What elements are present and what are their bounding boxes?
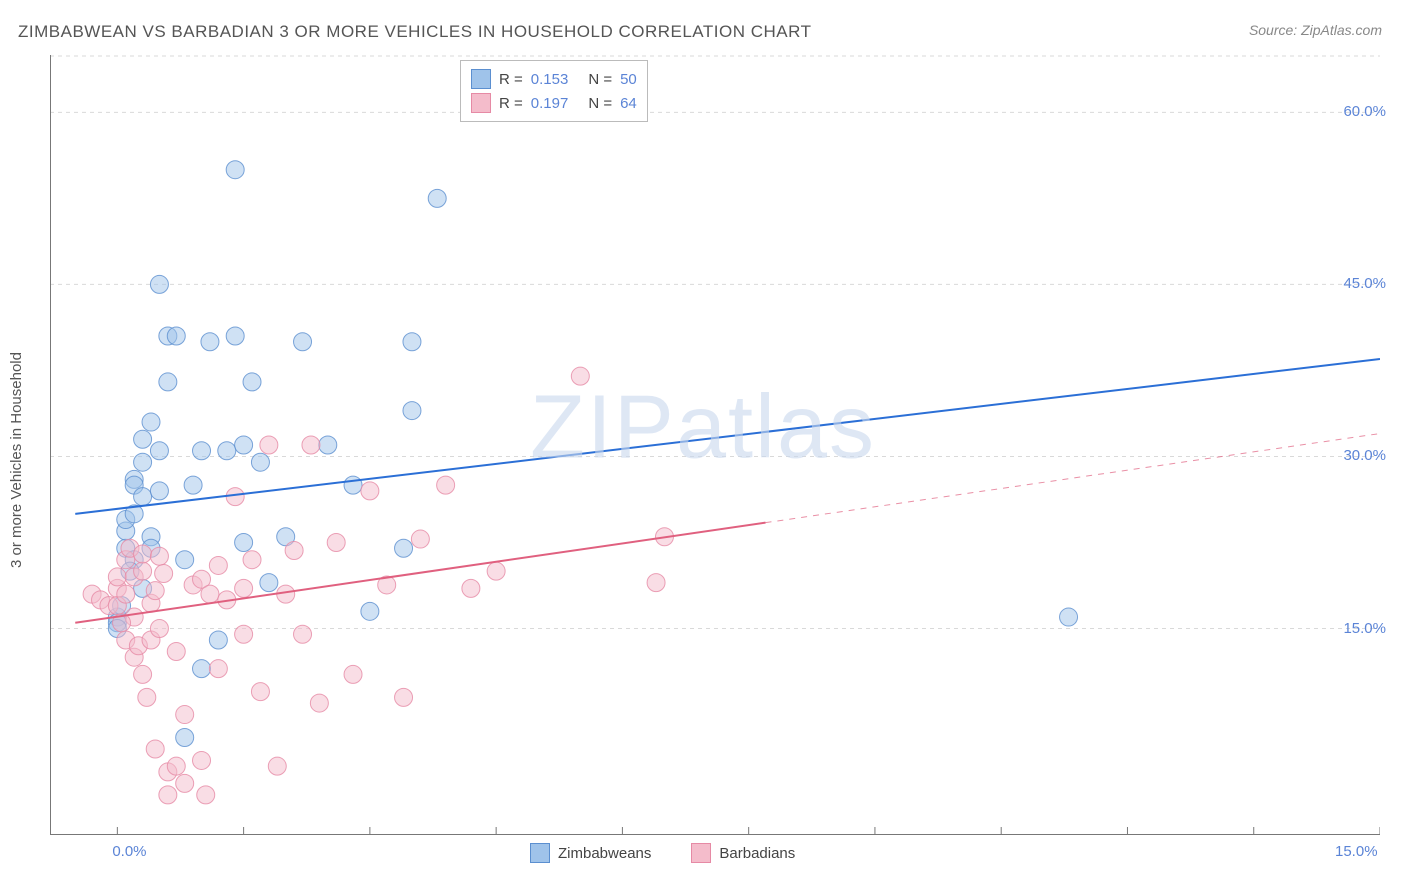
- stats-legend-box: R = 0.153 N = 50 R = 0.197 N = 64: [460, 60, 648, 122]
- source-label: Source: ZipAtlas.com: [1249, 22, 1382, 38]
- series-legend: Zimbabweans Barbadians: [530, 843, 795, 863]
- chart-title: ZIMBABWEAN VS BARBADIAN 3 OR MORE VEHICL…: [18, 22, 811, 42]
- r-label: R =: [499, 71, 523, 88]
- n-label: N =: [588, 95, 612, 112]
- legend-item: Zimbabweans: [530, 843, 651, 863]
- y-tick-label: 30.0%: [1343, 447, 1386, 464]
- series-swatch: [471, 93, 491, 113]
- legend-swatch: [530, 843, 550, 863]
- y-tick-label: 60.0%: [1343, 103, 1386, 120]
- chart-container: ZIMBABWEAN VS BARBADIAN 3 OR MORE VEHICL…: [0, 0, 1406, 892]
- legend-label: Barbadians: [719, 845, 795, 862]
- legend-label: Zimbabweans: [558, 845, 651, 862]
- legend-item: Barbadians: [691, 843, 795, 863]
- scatter-plot: [50, 55, 1380, 835]
- n-value: 64: [620, 95, 637, 112]
- stats-row: R = 0.153 N = 50: [471, 67, 637, 91]
- r-value: 0.197: [531, 95, 569, 112]
- series-swatch: [471, 69, 491, 89]
- r-value: 0.153: [531, 71, 569, 88]
- legend-swatch: [691, 843, 711, 863]
- n-label: N =: [588, 71, 612, 88]
- stats-row: R = 0.197 N = 64: [471, 91, 637, 115]
- x-tick-label: 15.0%: [1335, 843, 1378, 860]
- y-tick-label: 45.0%: [1343, 275, 1386, 292]
- r-label: R =: [499, 95, 523, 112]
- y-axis-label: 3 or more Vehicles in Household: [8, 352, 25, 568]
- x-tick-label: 0.0%: [112, 843, 146, 860]
- n-value: 50: [620, 71, 637, 88]
- y-tick-label: 15.0%: [1343, 620, 1386, 637]
